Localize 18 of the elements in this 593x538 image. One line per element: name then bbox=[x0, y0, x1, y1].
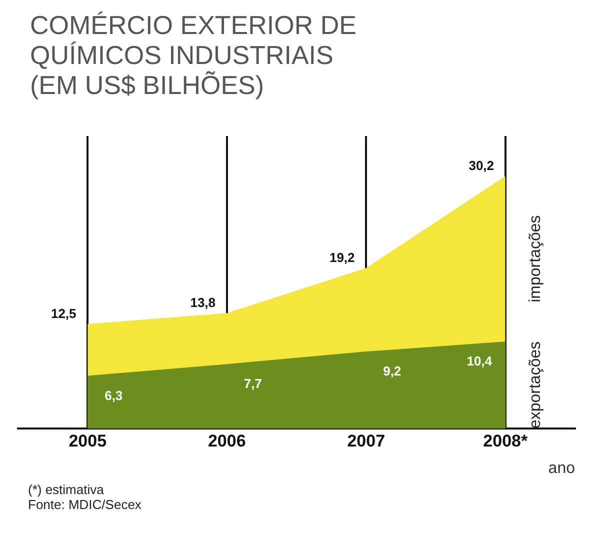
data-label: 9,2 bbox=[383, 364, 402, 379]
data-label: 19,2 bbox=[329, 250, 355, 266]
x-axis-title: ano bbox=[548, 460, 576, 477]
text: (*) estimativa bbox=[28, 482, 105, 497]
data-label: 10,4 bbox=[466, 354, 493, 369]
data-label: 12,5 bbox=[50, 306, 76, 322]
data-label: 6,3 bbox=[104, 388, 123, 403]
data-label: 30,2 bbox=[468, 158, 494, 174]
source-note: Fonte: MDIC/Secex bbox=[28, 497, 142, 512]
data-label: 13,8 bbox=[190, 295, 216, 310]
text: importações bbox=[526, 215, 544, 302]
x-tick-label: 2006 bbox=[208, 431, 246, 450]
text: exportações bbox=[526, 341, 544, 429]
x-tick-label: 2008* bbox=[483, 431, 528, 450]
chart-title: COMÉRCIO EXTERIOR DE QUÍMICOS INDUSTRIAIS (EM US$ BILHÕES) bbox=[30, 10, 358, 100]
x-tick-label: 2005 bbox=[68, 431, 107, 450]
x-tick-label: 2007 bbox=[347, 431, 386, 450]
data-label: 7,7 bbox=[244, 376, 262, 392]
